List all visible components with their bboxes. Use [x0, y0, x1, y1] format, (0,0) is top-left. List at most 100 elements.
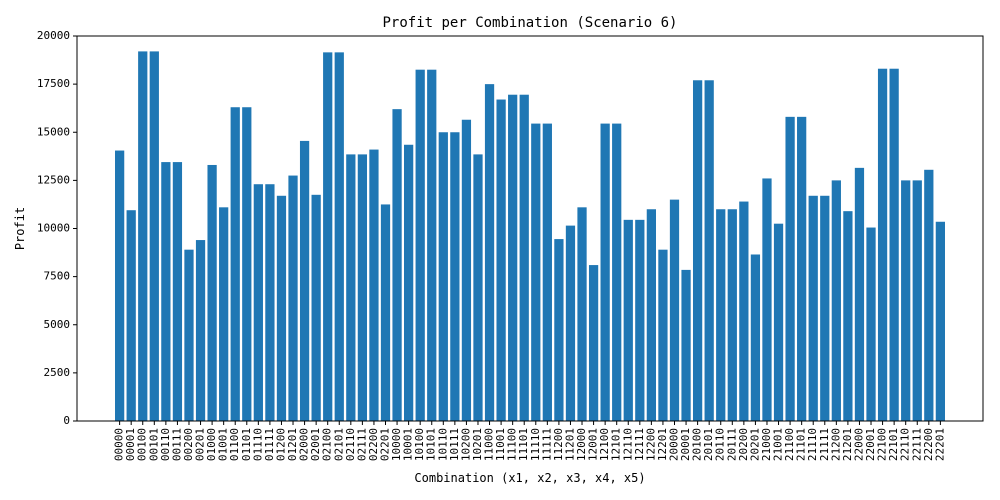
bar-01001	[219, 207, 229, 421]
x-tick-label: 10200	[459, 428, 472, 461]
x-tick-label: 11001	[494, 428, 507, 461]
bar-20200	[739, 201, 749, 421]
x-tick-label: 12001	[587, 428, 600, 461]
y-axis-label: Profit	[13, 207, 27, 250]
y-tick-label: 10000	[37, 222, 70, 235]
y-tick-label: 2500	[44, 366, 71, 379]
x-tick-label: 12110	[621, 428, 634, 461]
bar-12110	[623, 219, 633, 421]
x-tick-label: 10001	[402, 428, 415, 461]
bar-12100	[600, 123, 610, 421]
y-tick-label: 15000	[37, 125, 70, 138]
x-tick-label: 21101	[795, 428, 808, 461]
x-tick-label: 11201	[563, 428, 576, 461]
bar-11101	[519, 94, 529, 422]
bar-22100	[877, 68, 888, 421]
bar-02000	[299, 140, 310, 421]
bar-02200	[369, 149, 379, 421]
bar-22201	[935, 221, 945, 421]
x-tick-label: 01201	[286, 428, 299, 461]
x-tick-label: 20110	[714, 428, 727, 461]
bar-12201	[658, 249, 668, 421]
bar-02201	[380, 204, 391, 421]
x-tick-label: 00200	[182, 428, 195, 461]
x-tick-label: 11101	[517, 428, 530, 461]
x-tick-label: 12000	[575, 428, 588, 461]
x-tick-label: 21201	[841, 428, 854, 461]
x-tick-label: 22100	[876, 428, 889, 461]
bar-10100	[415, 69, 425, 421]
bar-00000	[115, 150, 125, 422]
bar-01110	[253, 184, 263, 421]
bar-20001	[681, 269, 691, 421]
bar-22001	[866, 227, 876, 421]
bar-01200	[276, 195, 287, 421]
bar-21001	[773, 223, 784, 421]
bar-22101	[889, 68, 899, 421]
x-tick-label: 02001	[309, 428, 322, 461]
bar-00111	[172, 162, 183, 421]
bar-20201	[750, 254, 761, 421]
x-tick-label: 12200	[644, 428, 657, 461]
y-tick-label: 0	[63, 414, 70, 427]
x-tick-label: 01101	[240, 428, 253, 461]
bar-00110	[161, 162, 171, 421]
bar-11100	[508, 94, 518, 422]
x-tick-label: 22001	[864, 428, 877, 461]
bar-10000	[392, 109, 402, 422]
bar-01100	[230, 107, 240, 421]
bar-21000	[762, 178, 772, 421]
plot-frame	[76, 35, 984, 422]
bar-21100	[785, 116, 795, 421]
x-tick-label: 11000	[483, 428, 496, 461]
bar-21201	[843, 211, 853, 421]
bar-11200	[554, 239, 564, 421]
x-tick-label: 02100	[321, 428, 334, 461]
x-tick-label: 20000	[668, 428, 681, 461]
x-tick-label: 20201	[748, 428, 761, 461]
x-tick-label: 11111	[540, 428, 553, 461]
x-tick-label: 10111	[448, 428, 461, 461]
y-axis: 0 2500 5000 7500 10000 12500 15000 17500 20000	[37, 29, 77, 427]
bar-20101	[704, 80, 714, 422]
bar-01000	[207, 164, 217, 421]
x-tick-label: 12111	[633, 428, 646, 461]
x-tick-label: 11100	[506, 428, 519, 461]
x-axis-label: Combination (x1, x2, x3, x4, x5)	[414, 471, 645, 485]
chart-title: Profit per Combination (Scenario 6)	[382, 15, 677, 31]
x-tick-label: 00110	[159, 428, 172, 461]
x-tick-label: 22101	[887, 428, 900, 461]
x-tick-label: 00111	[170, 428, 183, 461]
x-tick-label: 22111	[910, 428, 923, 461]
x-tick-label: 12101	[610, 428, 623, 461]
y-tick-label: 17500	[37, 77, 70, 90]
x-tick-label: 22200	[922, 428, 935, 461]
x-tick-label: 11110	[529, 428, 542, 461]
y-tick-label: 7500	[44, 270, 71, 283]
bar-22000	[854, 167, 865, 421]
bar-20111	[727, 209, 737, 421]
x-tick-label: 20200	[737, 428, 750, 461]
x-tick-label: 00100	[136, 428, 149, 461]
bar-20000	[669, 199, 680, 421]
x-tick-label: 20100	[691, 428, 704, 461]
bars-group	[115, 51, 945, 422]
bar-00200	[184, 249, 194, 421]
x-tick-label: 22000	[852, 428, 865, 461]
x-tick-label: 20001	[679, 428, 692, 461]
x-tick-label: 00001	[124, 428, 137, 461]
bar-12101	[612, 123, 622, 421]
bar-01111	[265, 184, 275, 421]
bar-02111	[357, 154, 368, 421]
bar-01101	[242, 107, 252, 421]
bar-12200	[646, 209, 656, 421]
x-tick-label: 01001	[217, 428, 230, 461]
x-tick-label: 12201	[656, 428, 669, 461]
y-tick-label: 5000	[44, 318, 71, 331]
x-tick-label: 10101	[425, 428, 438, 461]
x-tick-label: 10201	[471, 428, 484, 461]
bar-02101	[334, 52, 344, 422]
bar-10201	[473, 154, 483, 421]
x-tick-label: 22110	[899, 428, 912, 461]
